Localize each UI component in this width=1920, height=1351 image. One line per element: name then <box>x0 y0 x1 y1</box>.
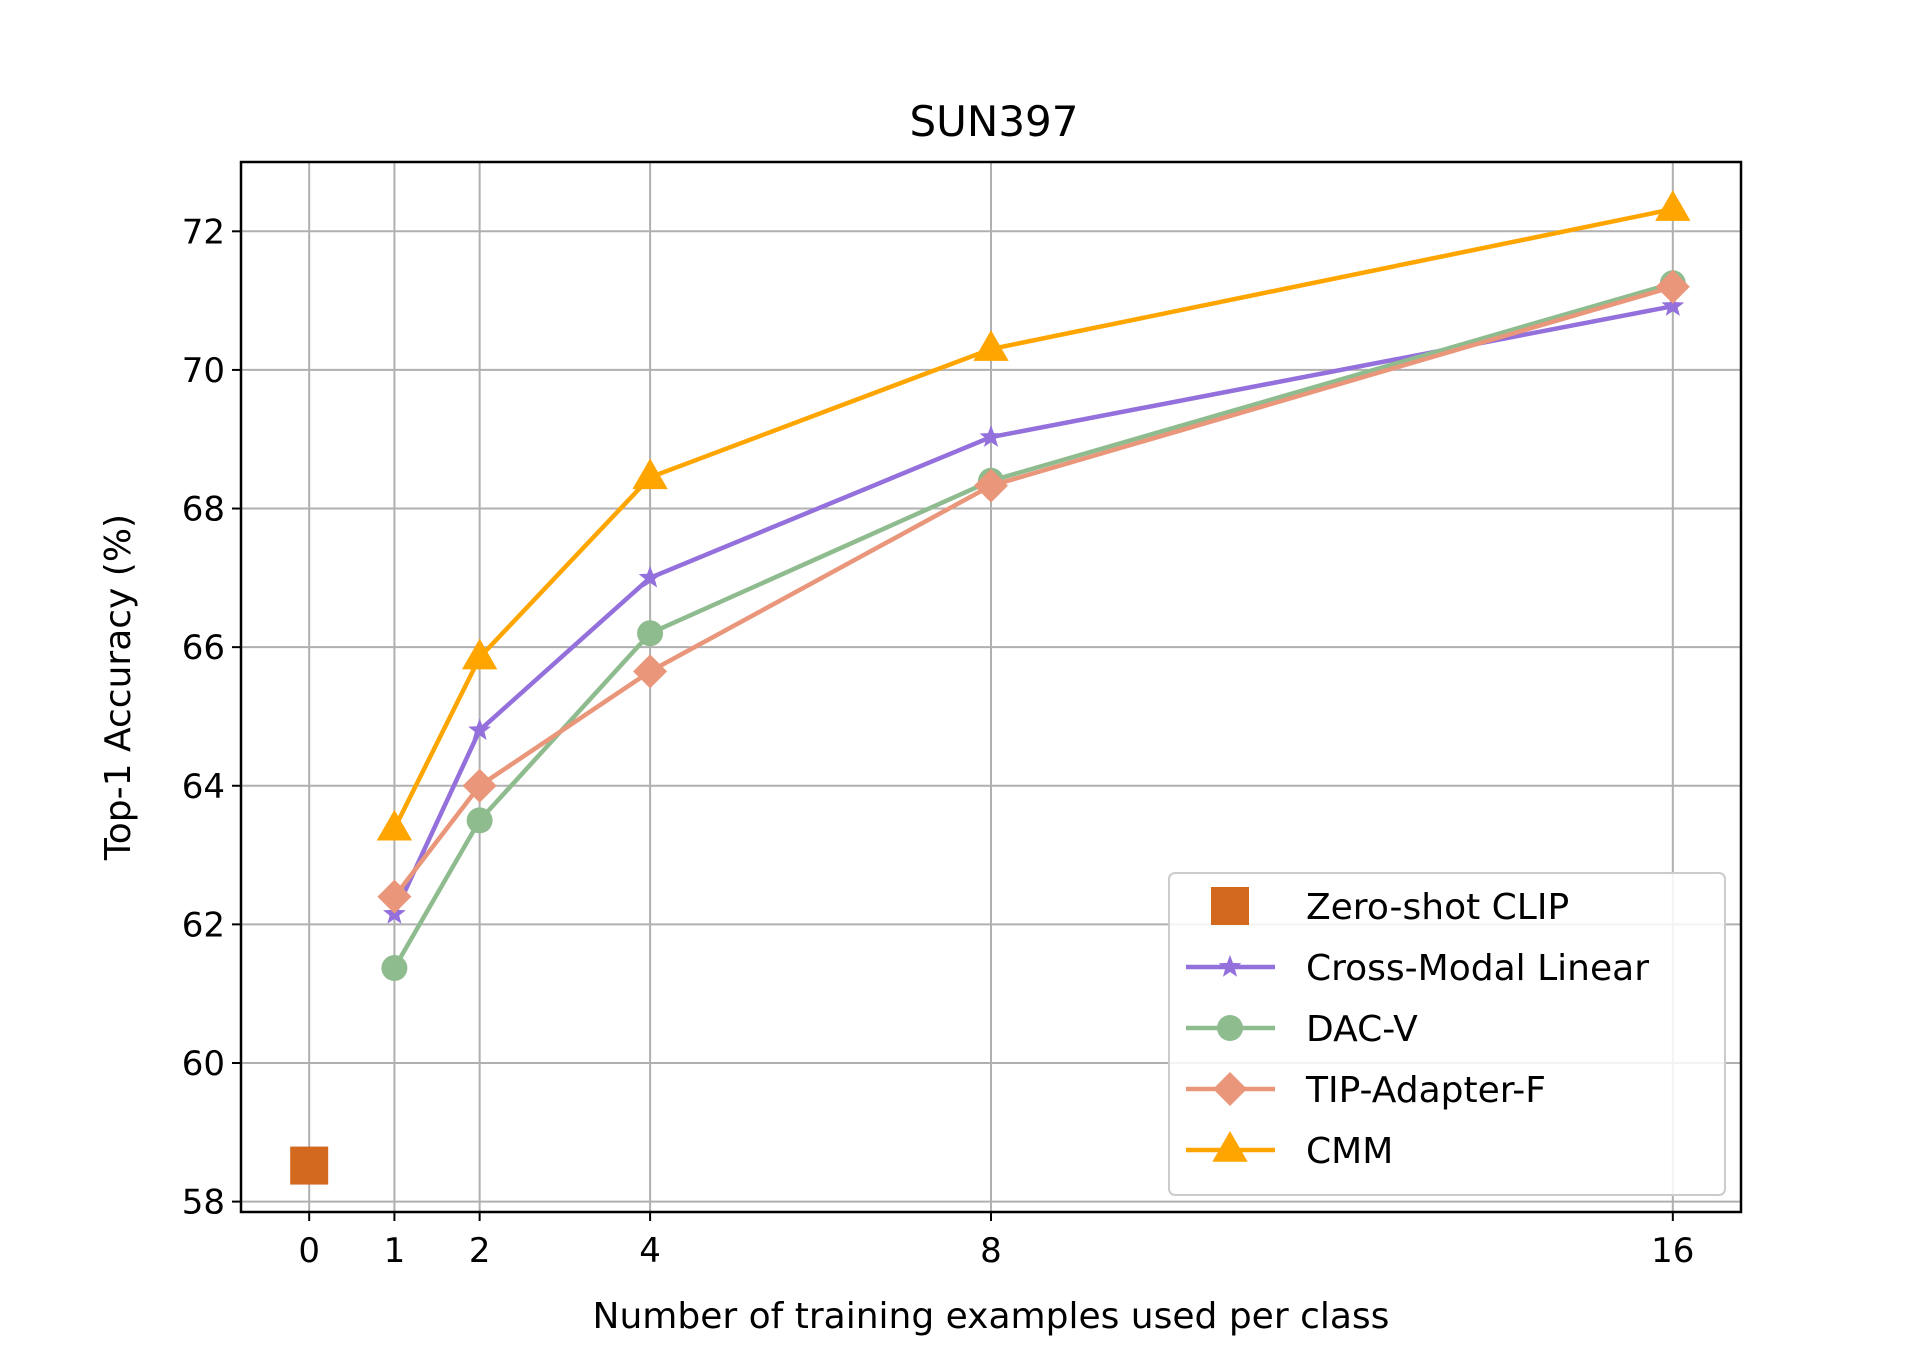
legend-marker-zero-shot-clip <box>1211 887 1249 925</box>
legend-label-cross-modal-linear: Cross-Modal Linear <box>1306 948 1649 989</box>
data-point-tip-adapter-f <box>462 768 497 803</box>
x-tick-label: 4 <box>639 1231 661 1271</box>
legend-marker-dac-v <box>1217 1015 1243 1041</box>
axis-ticks: 0 1 2 4 8 16 58 60 62 64 66 68 70 72 <box>182 212 1695 1271</box>
y-tick-label: 66 <box>182 628 225 668</box>
data-point-cross-modal-linear <box>1661 294 1685 316</box>
y-tick-label: 60 <box>182 1044 225 1084</box>
series <box>290 190 1691 1185</box>
legend-label-zero-shot-clip: Zero-shot CLIP <box>1306 887 1569 928</box>
series-tip-adapter-f <box>377 269 1690 914</box>
legend-marker-cmm <box>1212 1131 1248 1162</box>
data-point-cmm <box>632 458 668 490</box>
data-point-cross-modal-linear <box>638 565 662 588</box>
data-point-cross-modal-linear <box>979 425 1003 447</box>
legend-entry-dac-v: DAC-V <box>1186 1009 1418 1050</box>
data-point-cmm <box>461 638 498 670</box>
legend-entry-cross-modal-linear: Cross-Modal Linear <box>1186 948 1649 989</box>
series-line-cross-modal-linear <box>392 303 1674 915</box>
series-line-dac-v <box>392 281 1674 970</box>
series-cross-modal-linear <box>383 294 1685 924</box>
legend-entry-cmm: CMM <box>1186 1131 1393 1172</box>
legend-label-cmm: CMM <box>1306 1131 1393 1172</box>
data-point-cmm <box>376 809 413 841</box>
series-zero-shot-clip <box>290 1146 329 1185</box>
y-tick-label: 70 <box>182 351 225 391</box>
data-point-dac-v <box>466 807 493 834</box>
legend-label-tip-adapter-f: TIP-Adapter-F <box>1305 1070 1546 1111</box>
data-point-tip-adapter-f <box>974 468 1008 503</box>
chart-title: SUN397 <box>910 97 1079 146</box>
x-tick-label: 1 <box>384 1231 406 1271</box>
legend-entry-zero-shot-clip: Zero-shot CLIP <box>1211 887 1569 928</box>
data-point-tip-adapter-f <box>633 654 668 689</box>
data-point-tip-adapter-f <box>377 879 412 914</box>
legend: Zero-shot CLIP Cross-Modal Linear DAC-V TIP… <box>1168 872 1726 1196</box>
y-tick-label: 68 <box>182 490 225 530</box>
y-tick-label: 72 <box>182 212 225 252</box>
data-point-cross-modal-linear <box>468 718 492 741</box>
series-line-cmm <box>392 206 1674 830</box>
legend-marker-tip-adapter-f <box>1213 1072 1247 1106</box>
data-point-zero-shot-clip <box>290 1146 329 1185</box>
x-axis-label: Number of training examples used per cla… <box>593 1296 1390 1337</box>
data-point-cmm <box>1655 190 1691 221</box>
data-point-dac-v <box>381 955 408 982</box>
legend-label-dac-v: DAC-V <box>1306 1009 1418 1050</box>
series-cmm <box>376 190 1691 841</box>
x-tick-label: 16 <box>1651 1231 1694 1271</box>
y-tick-label: 58 <box>182 1183 225 1223</box>
data-point-dac-v <box>637 620 664 647</box>
legend-entry-tip-adapter-f: TIP-Adapter-F <box>1186 1070 1546 1111</box>
x-tick-label: 2 <box>469 1231 491 1271</box>
data-point-cmm <box>973 330 1009 361</box>
series-line-tip-adapter-f <box>392 284 1674 899</box>
y-tick-label: 64 <box>182 767 225 807</box>
legend-box <box>1168 872 1726 1196</box>
y-tick-label: 62 <box>182 905 225 945</box>
data-point-tip-adapter-f <box>1655 269 1690 304</box>
x-tick-label: 0 <box>298 1231 320 1271</box>
x-tick-label: 8 <box>980 1231 1002 1271</box>
legend-marker-cross-modal-linear <box>1218 955 1242 977</box>
y-axis-label: Top-1 Accuracy (%) <box>98 514 139 861</box>
